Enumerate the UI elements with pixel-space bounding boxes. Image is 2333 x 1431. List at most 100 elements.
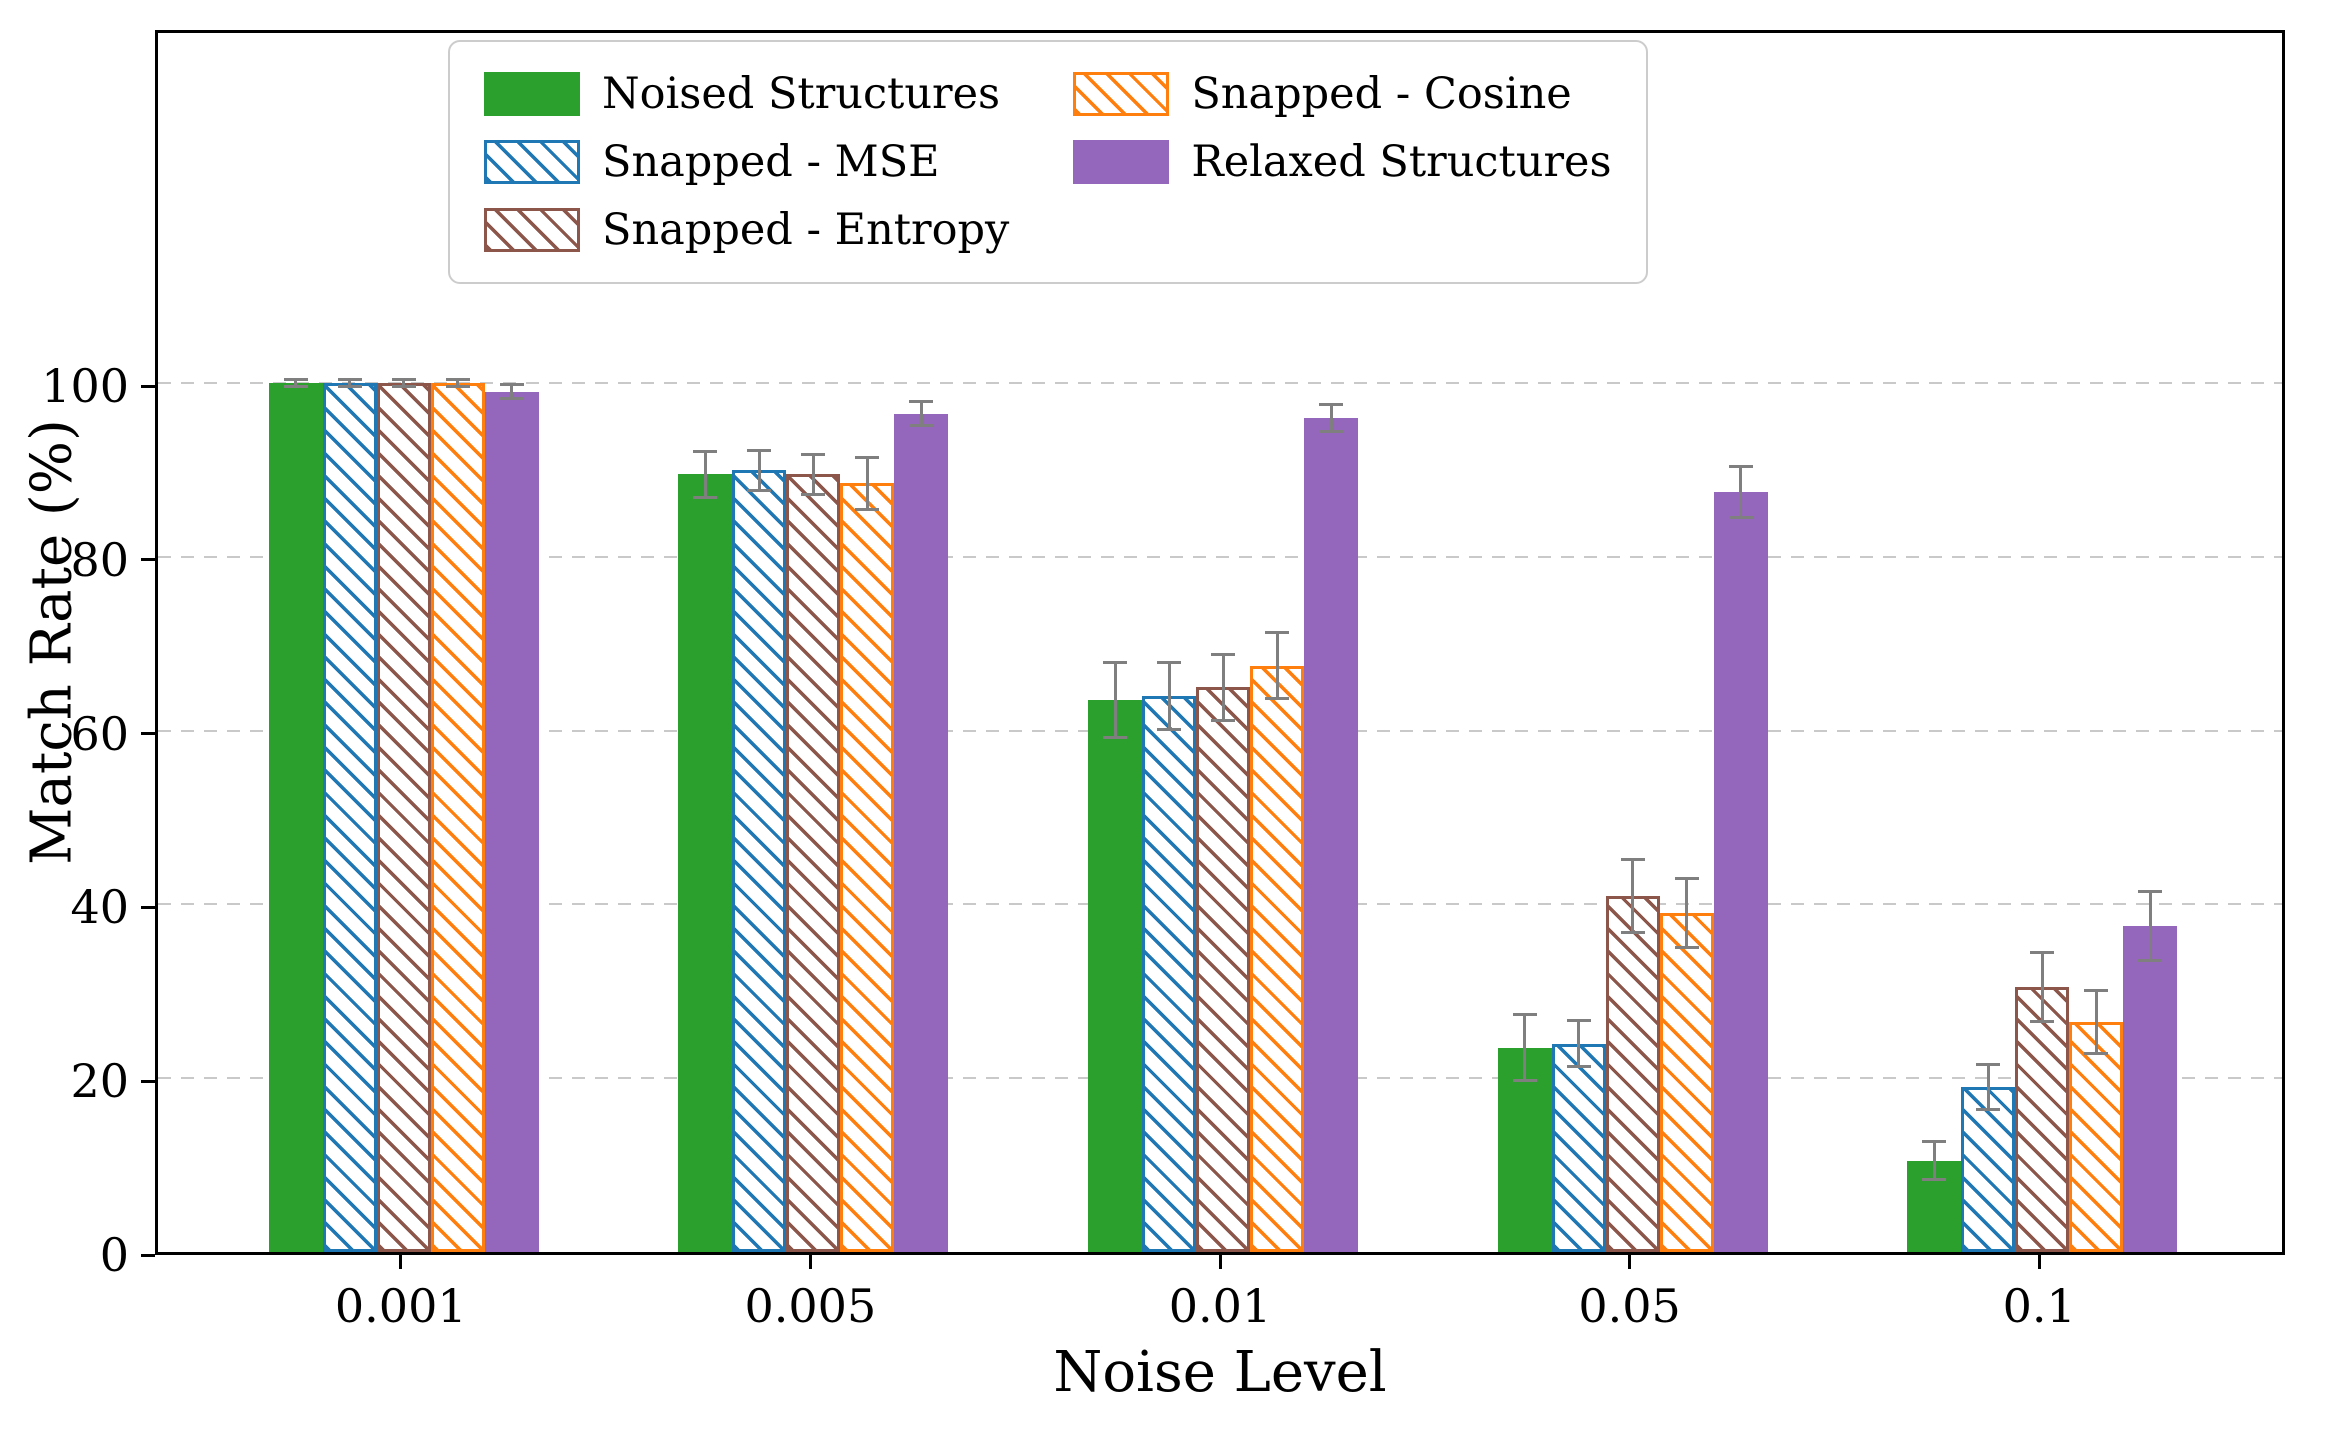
error-bar-cap: [1922, 1178, 1947, 1182]
y-tick-label-100: 100: [41, 359, 129, 414]
bar-snapped-entropy-0.1: [2015, 987, 2070, 1252]
error-bar-cap: [1728, 465, 1753, 469]
bar-snapped-mse-0.005: [732, 470, 787, 1252]
x-tick-mark: [808, 1255, 812, 1269]
y-tick-label-0: 0: [99, 1228, 129, 1282]
error-bar-relaxed-structures-0.005: [919, 401, 923, 426]
gridline-80: [158, 555, 2282, 558]
legend-swatch-snapped-cosine: [1073, 72, 1170, 116]
error-bar-noised-structures-0.005: [703, 451, 707, 498]
error-bar-cap: [283, 378, 308, 382]
error-bar-cap: [2138, 889, 2163, 893]
error-bar-cap: [801, 492, 826, 496]
x-axis-label: Noise Level: [1053, 1340, 1387, 1405]
y-tick-mark: [141, 384, 155, 388]
error-bar-cap: [1157, 727, 1181, 731]
error-bar-cap: [2138, 959, 2163, 963]
error-bar-relaxed-structures-0.001: [510, 384, 514, 399]
error-bar-cap: [909, 424, 934, 428]
x-tick-mark: [1218, 1255, 1222, 1269]
error-bar-cap: [801, 452, 826, 456]
y-tick-mark: [141, 1253, 155, 1257]
y-axis-label: Match Rate (%): [19, 419, 85, 865]
legend-swatch-relaxed-structures: [1073, 140, 1170, 184]
y-tick-label-20: 20: [70, 1054, 129, 1109]
bar-snapped-entropy-0.005: [786, 474, 841, 1252]
error-bar-relaxed-structures-0.1: [2148, 891, 2152, 961]
x-tick-label-0.01: 0.01: [1168, 1279, 1272, 1333]
x-tick-mark: [399, 1255, 403, 1269]
bar-snapped-cosine-0.01: [1250, 665, 1304, 1252]
bar-snapped-mse-0.05: [1551, 1043, 1606, 1252]
error-bar-cap: [499, 397, 524, 401]
x-tick-label-0.05: 0.05: [1578, 1279, 1681, 1333]
legend-label-snapped-entropy: Snapped - Entropy: [602, 205, 1010, 255]
error-bar-cap: [445, 385, 470, 389]
error-bar-cap: [693, 495, 718, 499]
x-tick-label-0.1: 0.1: [2002, 1279, 2076, 1333]
error-bar-cap: [1620, 857, 1645, 861]
legend-item-relaxed-structures: Relaxed Structures: [1073, 134, 1612, 190]
bar-snapped-mse-0.1: [1961, 1086, 2016, 1252]
gridline-100: [158, 382, 2282, 385]
error-bar-relaxed-structures-0.01: [1329, 404, 1333, 432]
bar-snapped-entropy-0.01: [1196, 687, 1250, 1252]
error-bar-cap: [1674, 946, 1699, 950]
error-bar-cap: [1211, 652, 1235, 656]
error-bar-noised-structures-0.05: [1523, 1014, 1527, 1081]
bar-snapped-mse-0.001: [322, 383, 377, 1252]
y-tick-label-40: 40: [70, 880, 129, 935]
bar-relaxed-structures-0.005: [894, 413, 949, 1252]
error-bar-cap: [1265, 631, 1289, 635]
error-bar-cap: [1157, 661, 1181, 665]
error-bar-snapped-entropy-0.01: [1221, 654, 1225, 721]
error-bar-cap: [1211, 718, 1235, 722]
bar-group-0.05: [1497, 33, 1768, 1252]
y-tick-mark: [141, 905, 155, 909]
error-bar-snapped-mse-0.05: [1577, 1020, 1581, 1067]
bar-relaxed-structures-0.05: [1713, 491, 1768, 1252]
error-bar-cap: [2030, 950, 2055, 954]
bar-relaxed-structures-0.01: [1304, 417, 1358, 1252]
bar-snapped-cosine-0.005: [840, 483, 895, 1252]
error-bar-relaxed-structures-0.05: [1739, 466, 1743, 517]
bar-group-0.001: [268, 33, 539, 1252]
error-bar-cap: [747, 488, 772, 492]
bar-relaxed-structures-0.001: [484, 391, 539, 1252]
bar-noised-structures-0.005: [678, 474, 733, 1252]
error-bar-cap: [1512, 1013, 1537, 1017]
legend-item-snapped-cosine: Snapped - Cosine: [1073, 66, 1611, 122]
error-bar-cap: [855, 455, 880, 459]
bar-noised-structures-0.001: [268, 383, 323, 1252]
legend-item-snapped-entropy: Snapped - Entropy: [484, 202, 1009, 258]
legend-swatch-snapped-mse: [484, 140, 580, 184]
bar-snapped-entropy-0.05: [1605, 895, 1660, 1252]
error-bar-cap: [1512, 1079, 1537, 1083]
error-bar-snapped-mse-0.1: [1986, 1064, 1990, 1110]
error-bar-cap: [1976, 1108, 2001, 1112]
error-bar-snapped-entropy-0.1: [2040, 952, 2044, 1022]
y-tick-mark: [141, 732, 155, 736]
error-bar-cap: [1976, 1062, 2001, 1066]
error-bar-cap: [337, 378, 362, 382]
legend-column-2: Snapped - Cosine Relaxed Structures: [1073, 66, 1612, 190]
y-tick-mark: [141, 558, 155, 562]
error-bar-snapped-mse-0.005: [757, 450, 761, 491]
legend: Noised Structures Snapped - MSE Snapped - …: [448, 40, 1648, 284]
bar-group-0.005: [678, 33, 949, 1252]
bar-group-0.1: [1907, 33, 2178, 1252]
legend-label-snapped-cosine: Snapped - Cosine: [1191, 69, 1572, 119]
legend-label-snapped-mse: Snapped - MSE: [602, 137, 940, 187]
error-bar-cap: [391, 385, 416, 389]
error-bar-cap: [1566, 1019, 1591, 1023]
error-bar-cap: [283, 385, 308, 389]
y-tick-mark: [141, 1079, 155, 1083]
error-bar-snapped-cosine-0.001: [456, 379, 460, 387]
error-bar-cap: [1319, 430, 1343, 434]
error-bar-cap: [1922, 1140, 1947, 1144]
error-bar-cap: [2084, 1051, 2109, 1055]
error-bar-cap: [499, 383, 524, 387]
bar-snapped-cosine-0.1: [2069, 1021, 2124, 1252]
x-tick-mark: [2037, 1255, 2041, 1269]
